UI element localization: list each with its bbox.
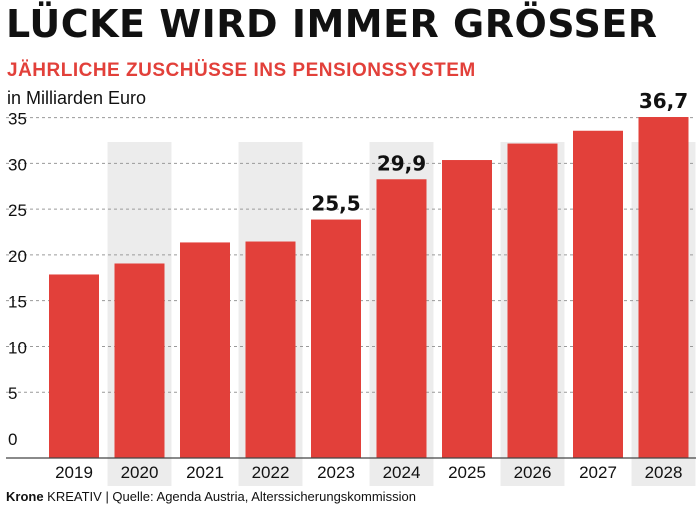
- y-tick-label: 0: [8, 430, 17, 449]
- bar: [376, 179, 427, 458]
- x-tick-label: 2019: [55, 463, 93, 482]
- bar: [507, 143, 558, 458]
- footer-source: KREATIV | Quelle: Agenda Austria, Alters…: [43, 489, 416, 504]
- bar: [573, 130, 623, 458]
- footer-brand: Krone: [6, 489, 44, 504]
- y-tick-label: 30: [8, 155, 27, 174]
- y-tick-label: 25: [8, 201, 27, 220]
- x-tick-label: 2022: [252, 463, 290, 482]
- bar: [180, 242, 230, 458]
- bar: [49, 274, 99, 458]
- y-tick-label: 5: [8, 384, 17, 403]
- x-tick-label: 2026: [514, 463, 552, 482]
- x-tick-label: 2028: [645, 463, 683, 482]
- data-label: 36,7: [639, 89, 688, 113]
- bar: [114, 263, 165, 458]
- y-tick-label: 15: [8, 293, 27, 312]
- x-tick-label: 2027: [579, 463, 617, 482]
- y-tick-label: 35: [8, 110, 27, 129]
- x-tick-label: 2021: [186, 463, 224, 482]
- chart-title: LÜCKE WIRD IMMER GRÖSSER: [6, 2, 658, 46]
- bar: [442, 160, 492, 459]
- data-label: 25,5: [311, 192, 360, 216]
- bar: [311, 219, 361, 458]
- x-tick-label: 2020: [121, 463, 159, 482]
- footer-credit: Krone KREATIV | Quelle: Agenda Austria, …: [6, 489, 416, 504]
- y-tick-label: 20: [8, 247, 27, 266]
- x-tick-label: 2025: [448, 463, 486, 482]
- bar: [245, 241, 296, 458]
- data-label: 29,9: [377, 151, 426, 175]
- x-tick-label: 2023: [317, 463, 355, 482]
- bar: [638, 117, 689, 458]
- chart-subtitle: JÄHRLICHE ZUSCHÜSSE INS PENSIONSSYSTEM: [7, 60, 476, 81]
- x-tick-label: 2024: [383, 463, 421, 482]
- y-tick-label: 10: [8, 338, 27, 357]
- unit-label: in Milliarden Euro: [7, 88, 147, 108]
